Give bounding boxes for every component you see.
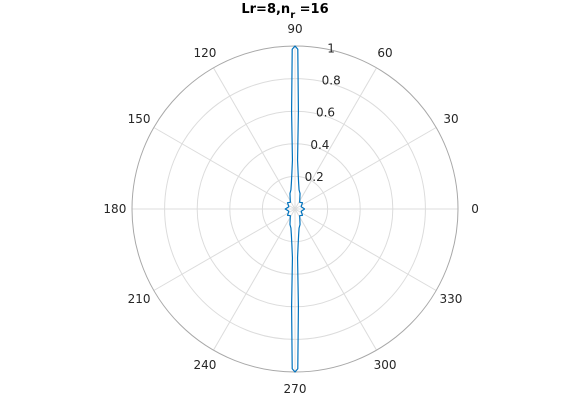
spoke-300 (294, 208, 377, 351)
title-subscript: r (290, 10, 296, 21)
r-label-4: 1 (327, 41, 335, 55)
theta-label-30: 30 (443, 112, 458, 126)
r-label-2: 0.6 (316, 106, 335, 120)
spoke-120 (213, 67, 296, 210)
title-tail: =16 (295, 2, 329, 17)
grid-circle-0.8 (164, 78, 426, 340)
theta-label-330: 330 (440, 292, 463, 306)
theta-label-0: 0 (471, 202, 479, 216)
series-layer (284, 45, 306, 373)
theta-label-180: 180 (103, 202, 126, 216)
theta-label-240: 240 (193, 358, 216, 372)
polar-grid (131, 45, 459, 373)
spoke-210 (153, 208, 296, 291)
chart-title: Lr=8,nr =16 (0, 2, 570, 21)
theta-label-120: 120 (193, 46, 216, 60)
grid-circle-0.2 (261, 175, 329, 243)
title-main: Lr=8,n (241, 2, 291, 17)
spoke-30 (294, 127, 437, 210)
r-label-1: 0.4 (310, 138, 329, 152)
theta-label-210: 210 (128, 292, 151, 306)
grid-circle-0.4 (229, 143, 361, 275)
theta-label-60: 60 (377, 46, 392, 60)
spoke-150 (153, 127, 296, 210)
tick-labels: 0 30 60 90 120 150 180 210 240 270 300 330 0.2 0.4 0.6… (103, 22, 479, 396)
spoke-60 (294, 67, 377, 210)
theta-label-300: 300 (374, 358, 397, 372)
theta-label-90: 90 (287, 22, 302, 36)
theta-label-150: 150 (128, 112, 151, 126)
spoke-330 (294, 208, 437, 291)
theta-label-270: 270 (284, 382, 307, 396)
grid-circle-0.6 (196, 110, 394, 308)
series-line-0 (284, 45, 306, 373)
r-label-0: 0.2 (305, 170, 324, 184)
spoke-240 (213, 208, 296, 351)
r-label-3: 0.8 (322, 74, 341, 88)
